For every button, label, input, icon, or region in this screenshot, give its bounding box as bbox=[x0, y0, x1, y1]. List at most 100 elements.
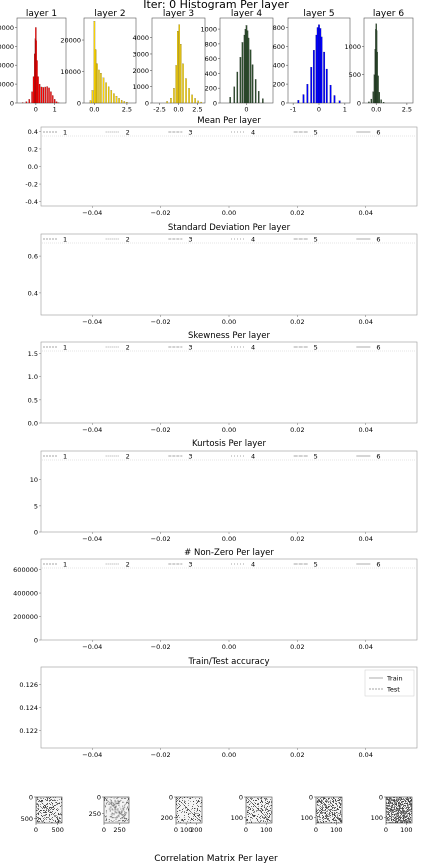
matrix-cell bbox=[261, 797, 262, 798]
matrix-cell bbox=[400, 810, 401, 811]
matrix-cell bbox=[118, 815, 120, 817]
matrix-cell bbox=[49, 818, 50, 819]
matrix-cell bbox=[322, 818, 323, 819]
matrix-cell bbox=[59, 818, 60, 819]
matrix-cell bbox=[177, 798, 178, 799]
matrix-cell bbox=[193, 820, 194, 821]
matrix-cell bbox=[266, 809, 267, 810]
matrix-cell bbox=[331, 812, 332, 813]
matrix-cell bbox=[58, 822, 59, 823]
matrix-cell bbox=[52, 819, 53, 820]
matrix-cell bbox=[330, 813, 331, 814]
matrix-cell bbox=[112, 805, 114, 807]
matrix-cell bbox=[398, 816, 399, 817]
matrix-cell bbox=[261, 804, 262, 805]
matrix-cell bbox=[400, 812, 401, 813]
matrix-cell bbox=[59, 820, 60, 821]
matrix-cell bbox=[326, 805, 327, 806]
matrix-cell bbox=[261, 815, 262, 816]
matrix-cell bbox=[253, 804, 254, 805]
matrix-cell bbox=[61, 814, 62, 815]
matrix-cell bbox=[177, 800, 178, 801]
matrix-cell bbox=[406, 801, 407, 802]
legend-label: 2 bbox=[126, 561, 130, 569]
matrix-cell bbox=[335, 807, 336, 808]
matrix-cell bbox=[396, 810, 397, 811]
matrix-cell bbox=[250, 797, 251, 798]
matrix-cell bbox=[341, 800, 342, 801]
panel-frame bbox=[40, 450, 418, 533]
matrix-cell bbox=[105, 798, 107, 800]
matrix-cell bbox=[46, 807, 47, 808]
matrix-cell bbox=[182, 811, 183, 812]
legend-label: 4 bbox=[251, 129, 255, 137]
matrix-cell bbox=[386, 797, 387, 798]
histogram-bar bbox=[320, 36, 323, 104]
matrix-cell bbox=[411, 813, 412, 814]
matrix-cell bbox=[403, 818, 404, 819]
matrix-cell bbox=[180, 797, 181, 798]
matrix-cell bbox=[403, 799, 404, 800]
matrix-cell bbox=[387, 819, 388, 820]
matrix-cell bbox=[256, 810, 257, 811]
matrix-cell bbox=[398, 805, 399, 806]
matrix-cell bbox=[332, 814, 333, 815]
matrix-cell bbox=[52, 813, 53, 814]
x-tick-label: 0 bbox=[102, 826, 106, 834]
matrix-cell bbox=[328, 804, 329, 805]
matrix-cell bbox=[390, 810, 391, 811]
matrix-cell bbox=[393, 817, 394, 818]
histogram-bar bbox=[382, 102, 385, 104]
matrix-cell bbox=[400, 804, 401, 805]
matrix-cell bbox=[396, 800, 397, 801]
matrix-cell bbox=[53, 797, 54, 798]
matrix-cell bbox=[59, 797, 60, 798]
matrix-cell bbox=[394, 801, 395, 802]
matrix-cell bbox=[334, 822, 335, 823]
matrix-cell bbox=[125, 812, 127, 814]
matrix-cell bbox=[394, 808, 395, 809]
matrix-cell bbox=[179, 804, 180, 805]
panel-title: Train/Test accuracy bbox=[187, 657, 269, 667]
matrix-cell bbox=[117, 799, 119, 801]
matrix-cell bbox=[121, 811, 123, 813]
matrix-cell bbox=[397, 814, 398, 815]
matrix-cell bbox=[409, 822, 410, 823]
y-tick-label: 400 bbox=[205, 70, 217, 78]
matrix-cell bbox=[393, 799, 394, 800]
matrix-cell bbox=[188, 816, 189, 817]
matrix-cell bbox=[52, 807, 53, 808]
legend-label: 3 bbox=[188, 561, 192, 569]
histogram-bar bbox=[194, 98, 196, 104]
matrix-cell bbox=[328, 801, 329, 802]
histogram-bar bbox=[175, 65, 177, 104]
matrix-cell bbox=[112, 813, 114, 815]
matrix-cell bbox=[397, 808, 398, 809]
matrix-cell bbox=[119, 813, 121, 815]
matrix-cell bbox=[392, 802, 393, 803]
matrix-cell bbox=[118, 801, 120, 803]
matrix-cell bbox=[269, 816, 270, 817]
matrix-cell bbox=[51, 808, 52, 809]
matrix-cell bbox=[330, 811, 331, 812]
matrix-cell bbox=[195, 798, 196, 799]
matrix-cell bbox=[193, 814, 194, 815]
matrix-cell bbox=[337, 800, 338, 801]
matrix-cell bbox=[400, 815, 401, 816]
matrix-cell bbox=[257, 816, 258, 817]
histogram-bar bbox=[126, 102, 128, 104]
matrix-cell bbox=[392, 822, 393, 823]
matrix-cell bbox=[184, 819, 185, 820]
matrix-cell bbox=[127, 797, 129, 798]
matrix-cell bbox=[197, 813, 198, 814]
matrix-cell bbox=[128, 808, 129, 810]
matrix-cell bbox=[116, 809, 118, 811]
matrix-cell bbox=[180, 810, 181, 811]
matrix-cell bbox=[37, 820, 38, 821]
matrix-cell bbox=[389, 800, 390, 801]
matrix-cell bbox=[411, 801, 412, 802]
histogram-bar bbox=[380, 99, 382, 104]
matrix-cell bbox=[120, 808, 122, 810]
y-tick-label: 0 bbox=[145, 100, 149, 108]
matrix-cell bbox=[400, 805, 401, 806]
